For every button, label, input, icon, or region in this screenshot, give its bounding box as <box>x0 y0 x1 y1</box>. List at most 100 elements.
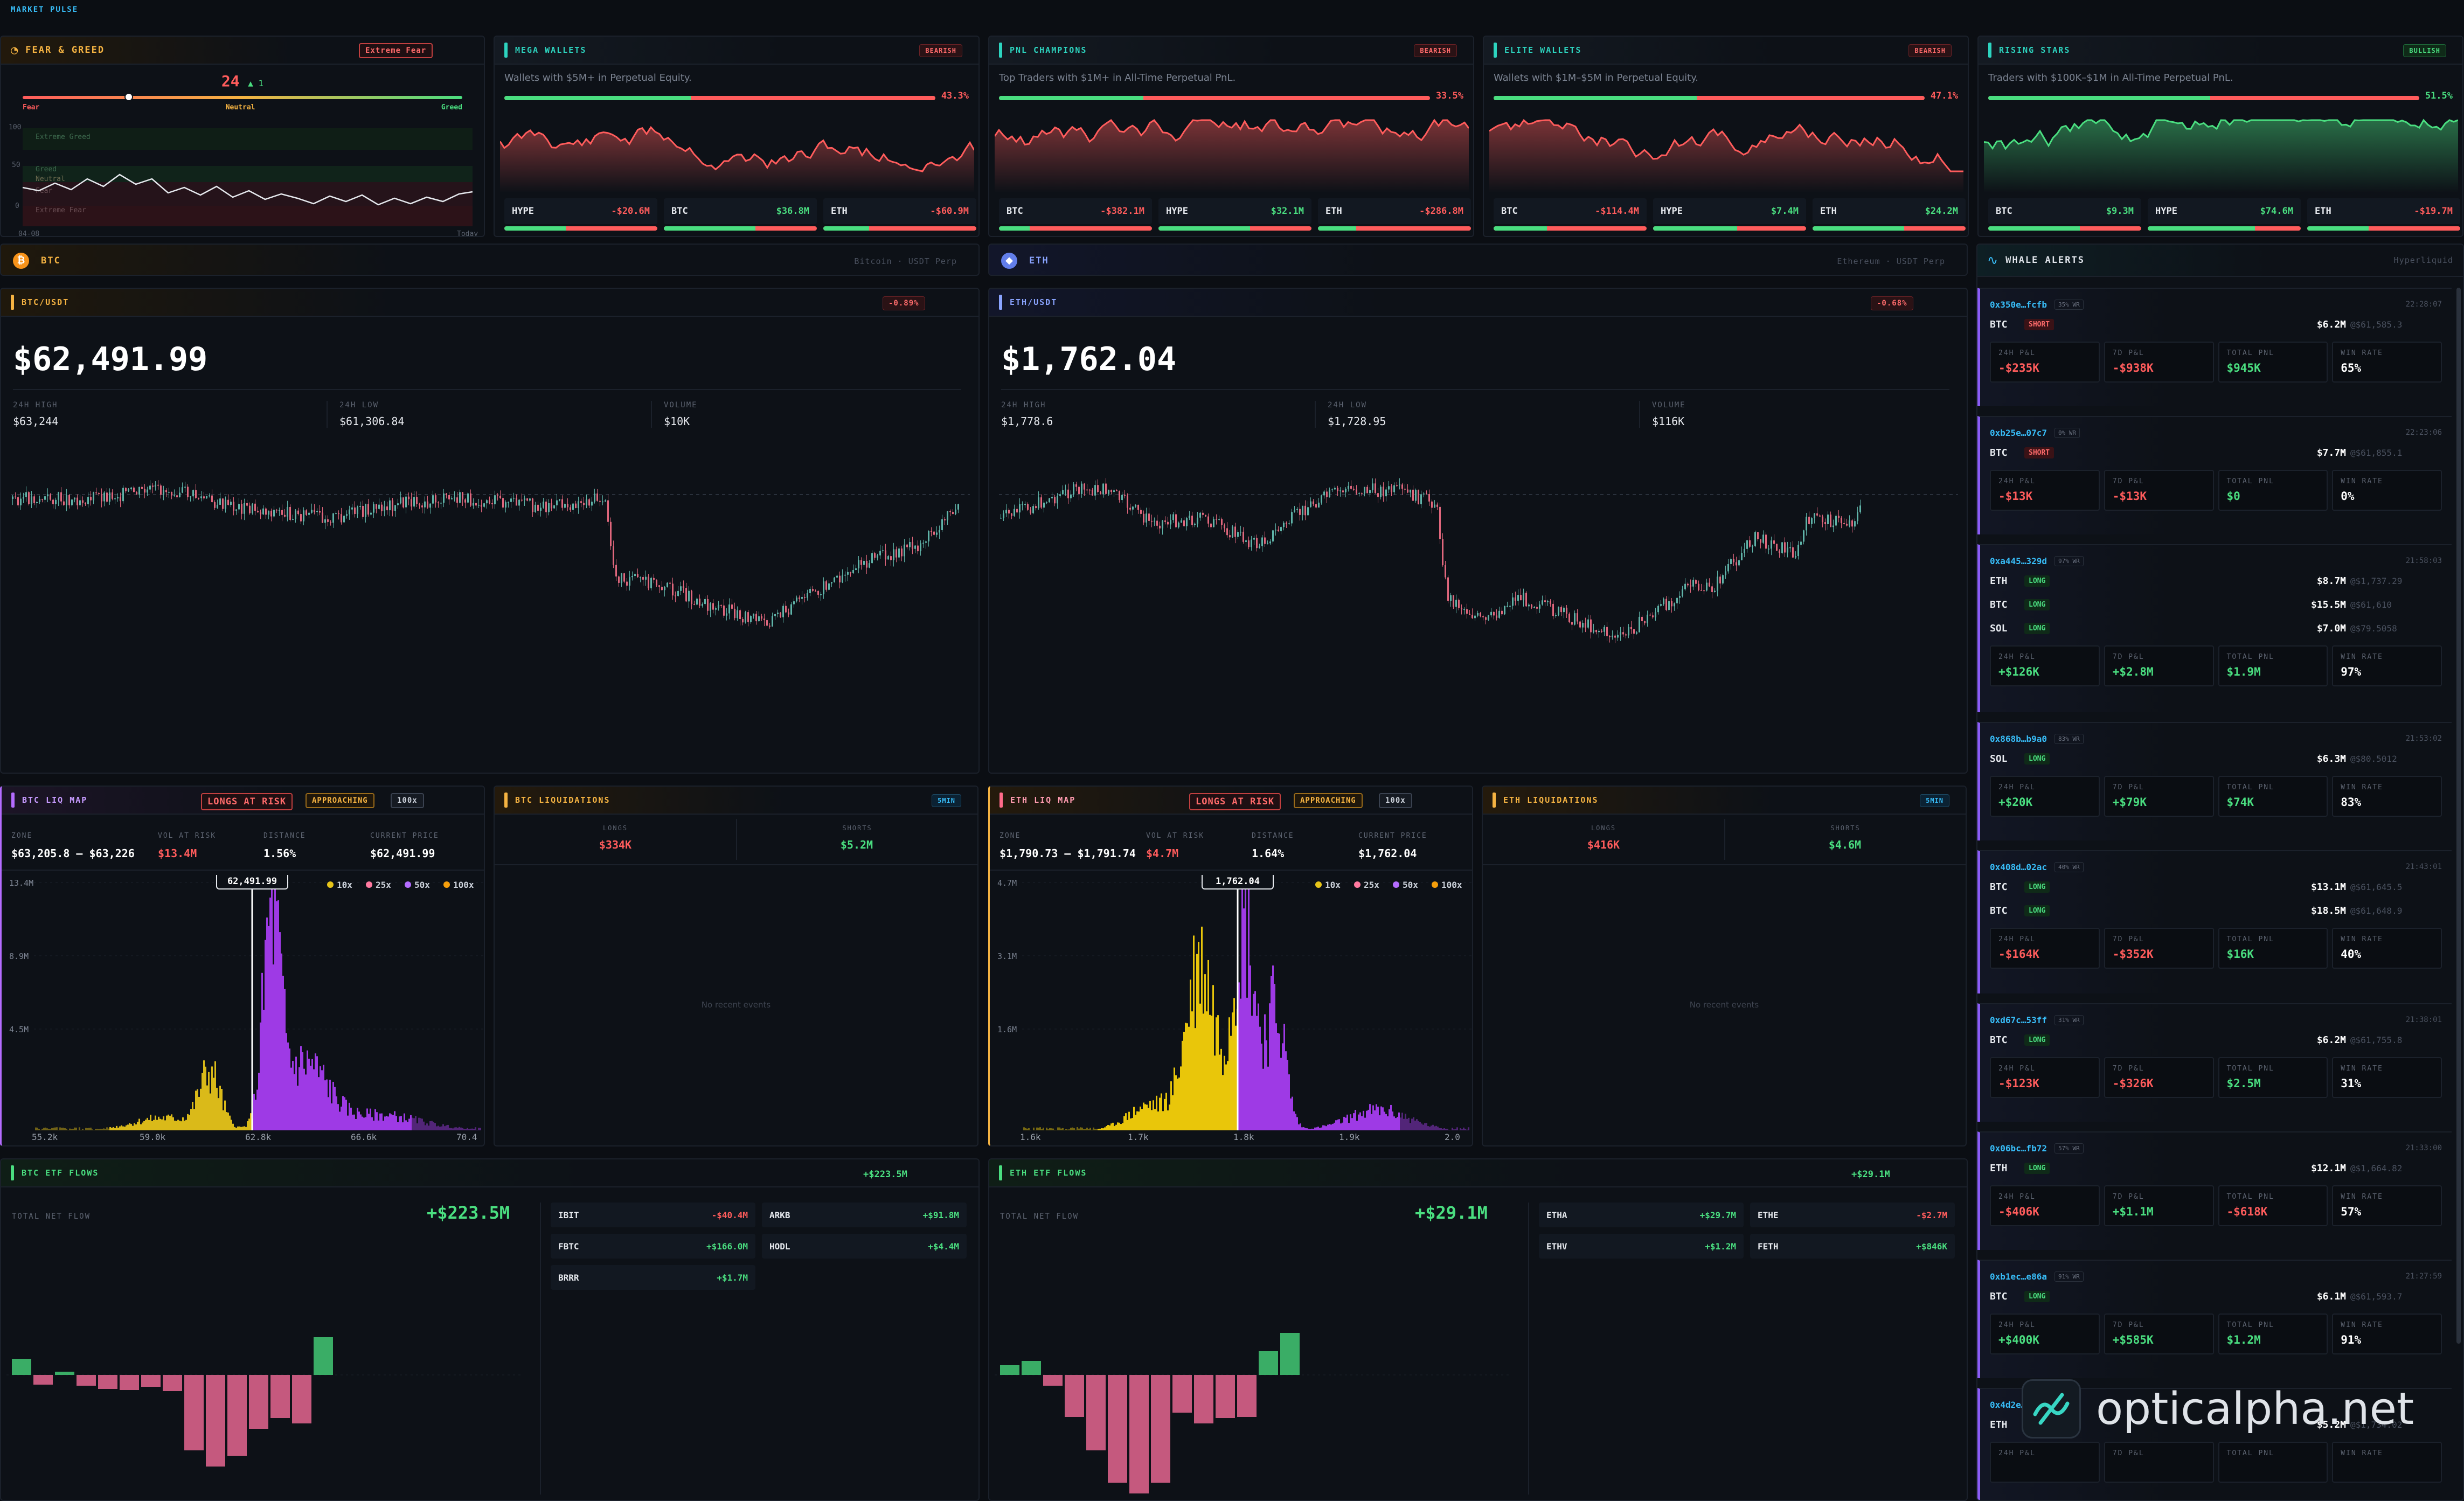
whale-card[interactable]: 0xd67c…53ff 31% WR 21:38:01 BTC LONG $6.2M @$6… <box>1977 1003 2452 1122</box>
whale-alert-list[interactable]: 0x350e…fcfb 35% WR 22:28:07 BTC SHORT $6.2M @$… <box>1977 288 2457 1500</box>
etf-flow-bar-chart[interactable] <box>6 1278 535 1493</box>
whale-address[interactable]: 0x868b…b9a0 <box>1990 733 2047 744</box>
etf-fund-etha[interactable]: ETHA +$29.7M <box>1539 1203 1744 1227</box>
candle <box>435 495 436 503</box>
etf-fund-arkb[interactable]: ARKB +$91.8M <box>762 1203 967 1227</box>
whale-card[interactable]: 0x868b…b9a0 83% WR 21:53:02 SOL LONG $6.3M @$8… <box>1977 722 2452 840</box>
cohort-chip-eth[interactable]: ETH -$286.8M <box>1318 198 1471 224</box>
candle <box>516 497 517 506</box>
candle <box>1754 532 1756 546</box>
whale-card[interactable]: 0x408d…02ac 40% WR 21:43:01 BTC LONG $13.1M @$… <box>1977 850 2452 993</box>
candle <box>155 484 156 487</box>
candle <box>1515 597 1516 601</box>
interval-badge[interactable]: 5MIN <box>1920 794 1949 807</box>
chip-value: $24.2M <box>1925 206 1958 217</box>
cohort-chip-eth[interactable]: ETH -$19.7M <box>2307 198 2460 224</box>
liq-bar <box>1191 1011 1193 1130</box>
candle <box>521 499 523 501</box>
liq-bar <box>1123 1116 1125 1130</box>
etf-flow-bar-chart[interactable] <box>995 1278 1523 1493</box>
stat-value: +$79K <box>2112 796 2147 809</box>
btc-section-header[interactable]: ₿ BTC Bitcoin · USDT Perp <box>0 244 980 276</box>
candle <box>192 490 194 497</box>
candle <box>1695 580 1697 584</box>
etf-fund-ethv[interactable]: ETHV +$1.2M <box>1539 1234 1744 1259</box>
liq-bar <box>1271 976 1272 1130</box>
eth-candlestick-chart[interactable] <box>999 467 1958 768</box>
position-size: $8.7M <box>2316 575 2346 587</box>
eth-section-header[interactable]: ◆ ETH Ethereum · USDT Perp <box>988 244 1968 276</box>
cohort-chip-eth[interactable]: ETH -$60.9M <box>823 198 976 224</box>
liq-bar <box>1261 1044 1262 1130</box>
cohort-chip-hype[interactable]: HYPE $32.1M <box>1158 198 1311 224</box>
liq-bar <box>1214 1055 1216 1130</box>
liq-bar <box>163 1116 164 1130</box>
cohort-chip-btc[interactable]: BTC $36.8M <box>664 198 817 224</box>
candle <box>1178 523 1179 527</box>
whale-stat: TOTAL PNL $2.5M <box>2218 1057 2328 1098</box>
candle <box>1843 523 1845 524</box>
candle <box>869 563 870 568</box>
cohort-chip-btc[interactable]: BTC $9.3M <box>1988 198 2141 224</box>
liq-bar <box>455 1127 457 1130</box>
etf-fund-fbtc[interactable]: FBTC +$166.0M <box>551 1234 755 1259</box>
whale-address[interactable]: 0xb1ec…e86a <box>1990 1271 2047 1282</box>
cohort-chip-btc[interactable]: BTC -$114.4M <box>1494 198 1647 224</box>
whale-address[interactable]: 0x350e…fcfb <box>1990 299 2047 310</box>
etf-fund-feth[interactable]: FETH +$846K <box>1750 1234 1955 1259</box>
candle <box>1237 532 1239 537</box>
candle <box>1057 496 1058 504</box>
candle <box>529 498 531 501</box>
whale-stat: 7D P&L -$352K <box>2104 928 2214 969</box>
liquidation-histogram[interactable]: 4.7M3.1M1.6M1.6k 1.7k 1.8k 1.9k 2.01,762.04 1… <box>990 875 1473 1144</box>
liq-bar <box>1127 1120 1128 1130</box>
whale-card[interactable]: 0xb1ec…e86a 91% WR 21:27:59 BTC LONG $6.1M @$6… <box>1977 1260 2452 1378</box>
liq-bar <box>1243 908 1245 1130</box>
leverage-button[interactable]: 100x <box>1379 793 1412 808</box>
whale-card[interactable]: 0x06bc…fb72 57% WR 21:33:00 ETH LONG $12.1M @$… <box>1977 1131 2452 1250</box>
whale-address[interactable]: 0x408d…02ac <box>1990 861 2047 872</box>
cohort-chip-hype[interactable]: HYPE $74.6M <box>2148 198 2301 224</box>
etf-fund-ethe[interactable]: ETHE -$2.7M <box>1750 1203 1955 1227</box>
chip-value: -$19.7M <box>2414 206 2453 217</box>
liq-bar <box>53 1128 54 1130</box>
leverage-button[interactable]: 100x <box>391 793 424 808</box>
whale-card[interactable]: 0xa445…329d 97% WR 21:58:03 ETH LONG $8.7M @$1… <box>1977 544 2452 712</box>
candle <box>1453 595 1454 607</box>
etf-fund-ibit[interactable]: IBIT -$40.4M <box>551 1203 755 1227</box>
liq-bar <box>1224 1055 1225 1130</box>
whale-card[interactable]: 0xb25e…07c7 0% WR 22:23:06 BTC SHORT $7.7M @$6… <box>1977 416 2452 534</box>
cohort-chip-btc[interactable]: BTC -$382.1M <box>999 198 1152 224</box>
candle <box>1655 612 1656 617</box>
stat-value: $1.2M <box>2226 1333 2261 1346</box>
candle <box>44 496 46 500</box>
btc-candlestick-chart[interactable] <box>11 467 970 768</box>
position-asset: BTC <box>1990 1290 2008 1302</box>
etf-fund-hodl[interactable]: HODL +$4.4M <box>762 1234 967 1259</box>
whale-address[interactable]: 0x06bc…fb72 <box>1990 1143 2047 1153</box>
fund-value: +$91.8M <box>922 1210 959 1220</box>
whale-card[interactable]: 0x350e…fcfb 35% WR 22:28:07 BTC SHORT $6.2M @$… <box>1977 288 2452 406</box>
candle <box>1119 491 1120 501</box>
cohort-chip-hype[interactable]: HYPE $7.4M <box>1653 198 1806 224</box>
cohort-chip-eth[interactable]: ETH $24.2M <box>1813 198 1966 224</box>
cohort-chip-hype[interactable]: HYPE -$20.6M <box>504 198 657 224</box>
candle <box>1205 515 1206 517</box>
stat-label: TOTAL PNL <box>2226 783 2274 791</box>
candle <box>1781 542 1783 553</box>
candle <box>486 500 488 504</box>
interval-badge[interactable]: 5MIN <box>932 794 961 807</box>
candle <box>1752 546 1753 547</box>
liq-bar <box>1068 1129 1070 1130</box>
whale-address[interactable]: 0xd67c…53ff <box>1990 1014 2047 1025</box>
whale-scrollbar[interactable] <box>2456 288 2461 1344</box>
liq-bar <box>1162 1111 1164 1130</box>
candle <box>1507 606 1508 607</box>
whale-address[interactable]: 0xb25e…07c7 <box>1990 427 2047 438</box>
etf-flow-bar <box>1065 1375 1084 1417</box>
etf-fund-brrr[interactable]: BRRR +$1.7M <box>551 1265 755 1290</box>
whale-address[interactable]: 0xa445…329d <box>1990 555 2047 566</box>
liq-bar <box>177 1120 179 1130</box>
liq-bar <box>1453 1129 1455 1130</box>
